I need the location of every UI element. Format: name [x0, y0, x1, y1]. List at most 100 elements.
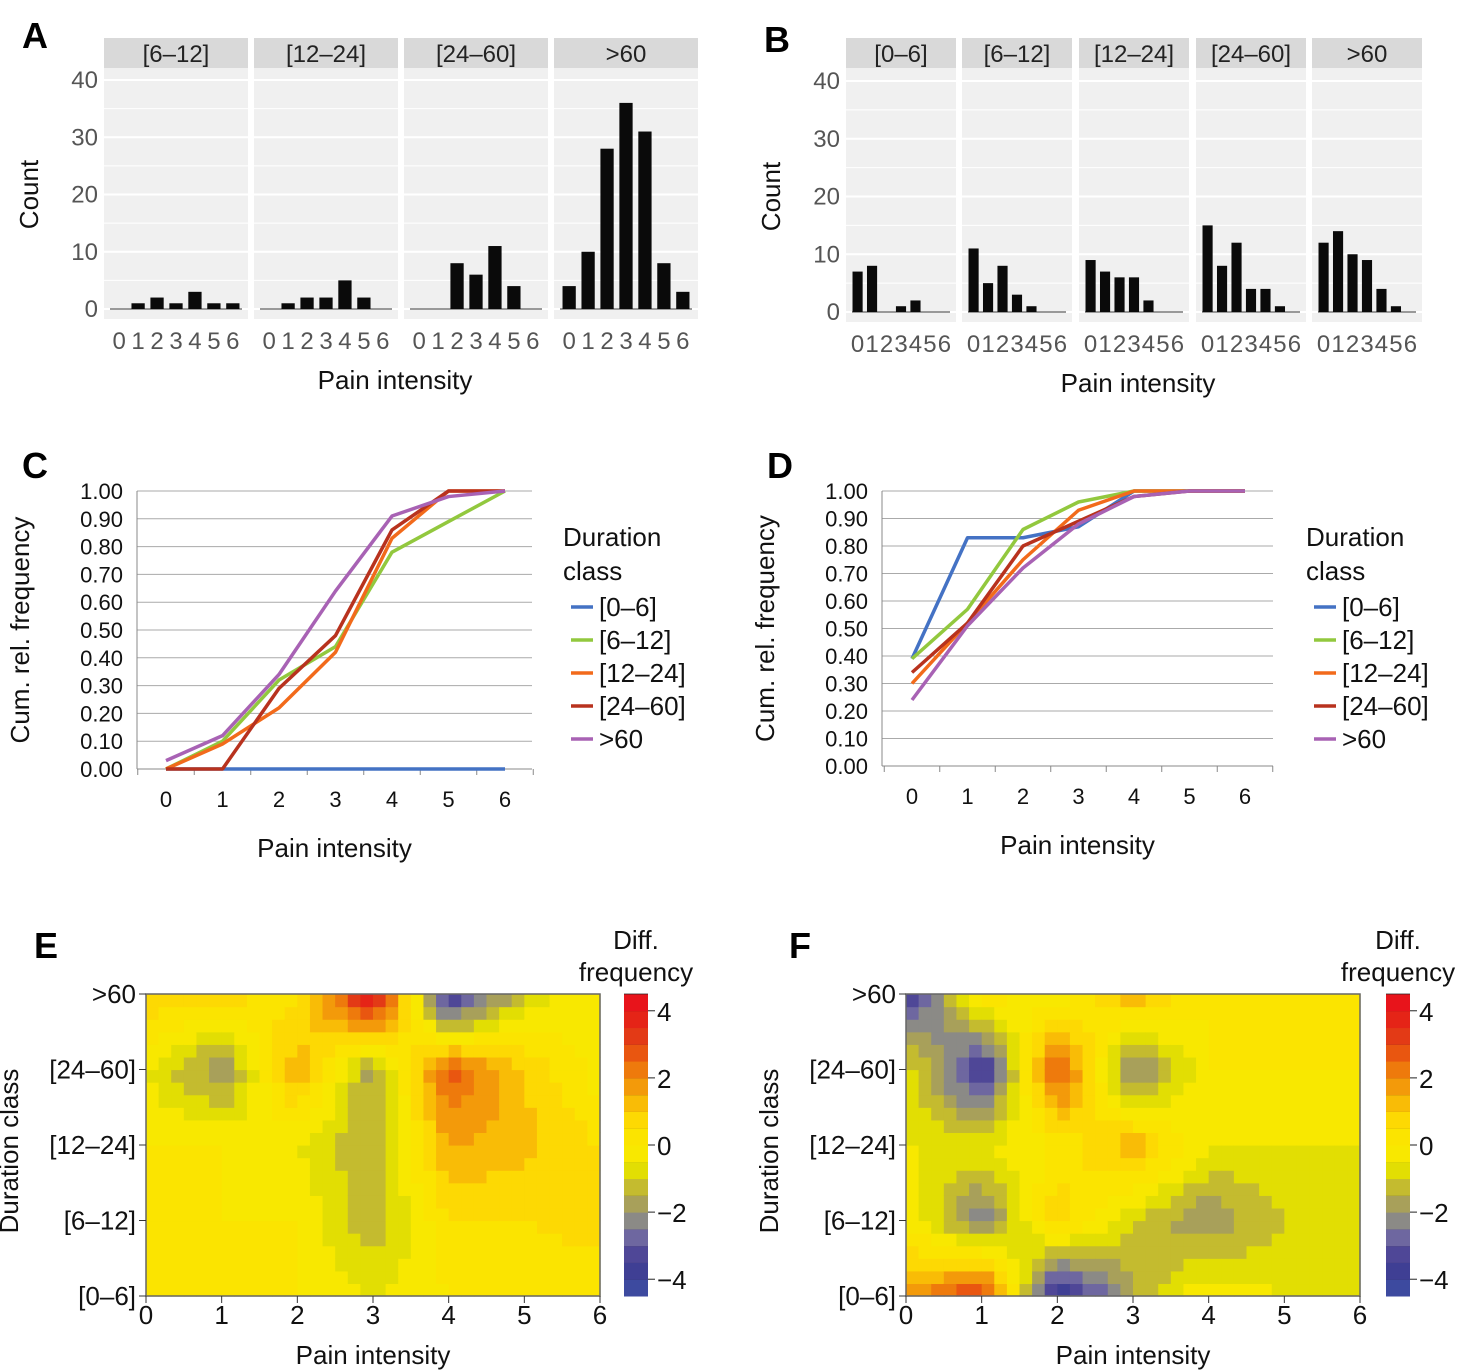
- contour-cell: [524, 1044, 538, 1058]
- contour-cell: [436, 1056, 450, 1071]
- contour-cell: [1196, 1170, 1210, 1184]
- contour-cell: [1246, 1107, 1260, 1121]
- contour-cell: [918, 1220, 932, 1234]
- contour-cell: [1196, 1182, 1210, 1196]
- contour-cell: [234, 1031, 248, 1045]
- contour-cell: [146, 1283, 160, 1297]
- contour-cell: [587, 1145, 601, 1159]
- contour-cell: [284, 1031, 298, 1045]
- contour-cell: [246, 1233, 261, 1247]
- contour-cell: [360, 1207, 374, 1222]
- contour-cell: [981, 1107, 995, 1121]
- y-axis-title: Duration class: [0, 1069, 24, 1234]
- contour-cell: [1044, 1233, 1058, 1247]
- x-tick-label: 6: [1054, 331, 1067, 358]
- contour-cell: [448, 1182, 462, 1196]
- contour-cell: [335, 1019, 349, 1033]
- contour-cell: [1145, 1157, 1159, 1171]
- contour-cell: [1006, 1094, 1021, 1108]
- contour-cell: [423, 1056, 437, 1071]
- contour-cell: [1196, 1233, 1210, 1247]
- contour-cell: [956, 1044, 970, 1058]
- bar: [1347, 254, 1358, 312]
- contour-cell: [473, 1283, 488, 1297]
- contour-cell: [1032, 1044, 1046, 1058]
- contour-cell: [1183, 1157, 1197, 1171]
- contour-cell: [499, 1157, 513, 1171]
- contour-cell: [486, 1119, 500, 1134]
- bar: [910, 300, 921, 312]
- contour-cell: [473, 994, 488, 1008]
- contour-cell: [423, 1220, 437, 1234]
- contour-cell: [1221, 1182, 1235, 1196]
- contour-cell: [1170, 1107, 1185, 1121]
- contour-cell: [1259, 1056, 1273, 1071]
- contour-cell: [158, 1132, 172, 1146]
- contour-cell: [1196, 1258, 1210, 1272]
- contour-cell: [956, 1170, 970, 1184]
- contour-cell: [1170, 1233, 1185, 1247]
- contour-cell: [1322, 1094, 1336, 1108]
- contour-cell: [209, 1258, 223, 1272]
- contour-cell: [209, 994, 223, 1008]
- x-tick-label: 6: [676, 328, 689, 355]
- contour-cell: [234, 1195, 248, 1209]
- contour-cell: [1069, 1056, 1084, 1071]
- contour-cell: [209, 1006, 223, 1020]
- contour-cell: [360, 1245, 374, 1259]
- contour-cell: [981, 1270, 995, 1285]
- y-tick-label: 0.20: [825, 699, 868, 724]
- contour-cell: [1095, 1069, 1109, 1083]
- contour-cell: [1246, 1245, 1260, 1259]
- contour-cell: [943, 1031, 958, 1045]
- contour-cell: [943, 1145, 958, 1159]
- contour-cell: [1006, 1069, 1021, 1083]
- colorbar-bin: [1386, 1077, 1410, 1096]
- x-tick-label: 1: [1331, 331, 1344, 358]
- contour-cell: [918, 1258, 932, 1272]
- contour-cell: [1158, 1069, 1172, 1083]
- contour-cell: [956, 1157, 970, 1171]
- contour-cell: [574, 994, 588, 1008]
- contour-cell: [994, 1006, 1008, 1020]
- contour-cell: [906, 1031, 920, 1045]
- contour-cell: [1170, 1220, 1185, 1234]
- contour-cell: [209, 1220, 223, 1234]
- colorbar-bin: [624, 1212, 648, 1230]
- contour-cell: [398, 1056, 412, 1071]
- contour-cell: [196, 1082, 210, 1096]
- contour-cell: [1284, 1069, 1298, 1083]
- contour-cell: [906, 1019, 920, 1033]
- contour-cell: [1284, 1182, 1298, 1196]
- contour-cell: [1120, 1283, 1134, 1297]
- contour-cell: [335, 1245, 349, 1259]
- contour-cell: [1044, 1157, 1058, 1171]
- bar: [1099, 271, 1111, 312]
- contour-cell: [994, 1082, 1008, 1096]
- contour-cell: [221, 1031, 235, 1045]
- contour-cell: [385, 1170, 399, 1184]
- contour-cell: [1233, 1056, 1248, 1071]
- facet-strip: [254, 38, 398, 68]
- x-tick-label: 3: [894, 331, 907, 358]
- contour-cell: [234, 1082, 248, 1096]
- contour-cell: [562, 1132, 576, 1146]
- colorbar-bin: [1386, 1061, 1410, 1079]
- contour-cell: [499, 1031, 513, 1045]
- contour-cell: [221, 1220, 235, 1234]
- contour-cell: [246, 1031, 261, 1045]
- contour-cell: [1259, 1195, 1273, 1209]
- contour-cell: [1107, 1056, 1121, 1071]
- contour-cell: [1095, 1082, 1109, 1096]
- contour-cell: [309, 1094, 324, 1108]
- contour-cell: [1322, 1019, 1336, 1033]
- contour-cell: [259, 1132, 273, 1146]
- contour-cell: [1170, 1119, 1185, 1134]
- contour-cell: [246, 1094, 261, 1108]
- bar: [1361, 260, 1373, 312]
- contour-cell: [1334, 1044, 1348, 1058]
- contour-cell: [1271, 1019, 1285, 1033]
- contour-cell: [1107, 1069, 1121, 1083]
- contour-cell: [309, 1233, 324, 1247]
- panel-C: 0.000.100.200.300.400.500.600.700.800.90…: [5, 479, 686, 863]
